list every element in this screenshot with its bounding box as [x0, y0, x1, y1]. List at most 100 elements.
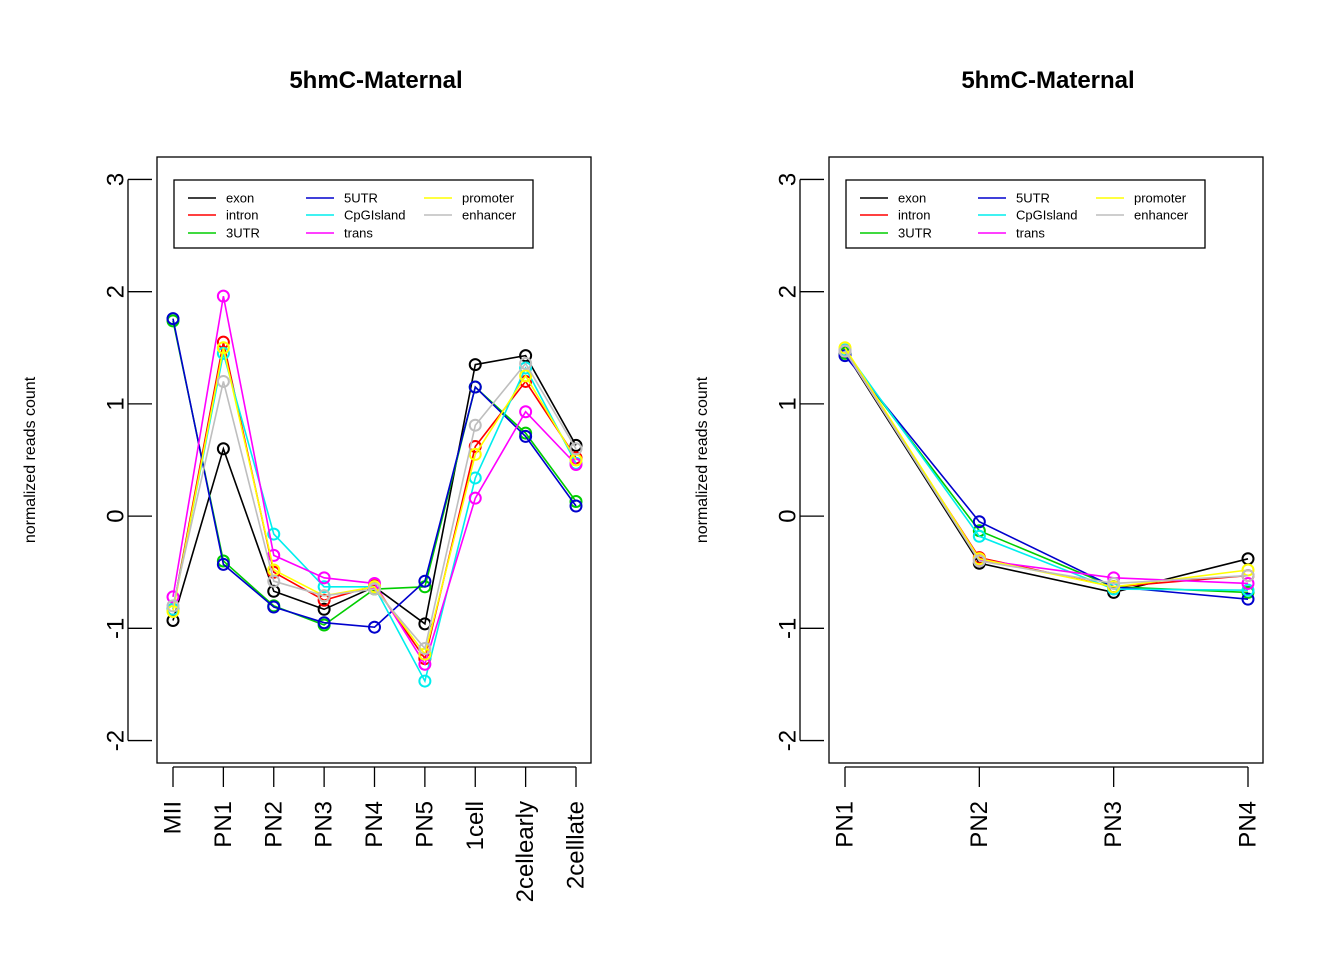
data-point	[1241, 576, 1255, 590]
chart-title: 5hmC-Maternal	[961, 67, 1134, 94]
data-point	[418, 574, 432, 588]
legend-label: promoter	[1134, 191, 1187, 206]
data-point	[519, 349, 533, 363]
y-tick-label: -2	[103, 730, 130, 751]
legend-label: exon	[226, 191, 254, 206]
plot-frame	[828, 156, 1264, 764]
legend-item-enhancer: enhancer	[424, 208, 517, 223]
series-5UTR	[166, 312, 583, 634]
data-point	[468, 358, 482, 372]
plot-area	[166, 289, 583, 688]
x-tick-label: PN5	[411, 801, 438, 848]
legend-box	[173, 179, 534, 249]
data-point	[317, 571, 331, 585]
legend-label: promoter	[462, 191, 515, 206]
data-point	[216, 341, 230, 355]
x-tick-label: MII	[160, 801, 187, 834]
data-point	[216, 442, 230, 456]
data-point	[368, 582, 381, 596]
series-line	[844, 350, 1249, 588]
series-line	[172, 296, 577, 667]
data-point	[267, 574, 281, 588]
data-point	[317, 616, 331, 630]
series-5UTR	[838, 349, 1255, 606]
legend-label: trans	[1016, 226, 1045, 241]
data-point	[216, 374, 230, 388]
legend-label: 3UTR	[226, 226, 260, 241]
legend-item-trans: trans	[978, 226, 1045, 241]
y-tick-label: 3	[103, 173, 130, 186]
legend-label: exon	[898, 191, 926, 206]
series-CpGIsland	[166, 346, 583, 688]
y-tick-label: -1	[103, 618, 130, 639]
data-point	[972, 554, 986, 568]
x-tick-label: PN3	[311, 801, 338, 848]
data-point	[569, 499, 583, 513]
y-axis: -2 -1 0 1 2 3	[103, 173, 152, 751]
plot-frame	[156, 156, 592, 764]
x-tick-label: PN4	[1235, 801, 1262, 848]
series-exon	[838, 345, 1255, 599]
data-point	[1241, 592, 1255, 606]
data-point	[1107, 576, 1121, 590]
series-3UTR	[838, 346, 1255, 599]
data-point	[468, 418, 482, 432]
series-line	[844, 347, 1249, 588]
data-point	[1241, 552, 1255, 566]
series-trans	[838, 344, 1255, 590]
data-point	[468, 447, 482, 461]
plot-area	[838, 341, 1255, 606]
legend-label: CpGIsland	[1016, 208, 1077, 223]
series-intron	[838, 344, 1255, 594]
series-enhancer	[166, 356, 583, 656]
data-point	[519, 405, 533, 419]
legend-label: intron	[226, 208, 259, 223]
y-tick-label: 0	[775, 509, 802, 522]
x-tick-label: 2celllate	[563, 801, 590, 889]
series-line	[844, 351, 1249, 594]
data-point	[368, 620, 381, 634]
legend: exon intron 3UTR 5UTR CpGIsland trans promoter…	[173, 179, 534, 249]
legend: exon intron 3UTR 5UTR CpGIsland trans promoter…	[845, 179, 1206, 249]
legend-item-intron: intron	[188, 208, 259, 223]
data-point	[972, 515, 986, 529]
legend-item-intron: intron	[860, 208, 931, 223]
data-point	[1241, 583, 1255, 597]
data-point	[569, 495, 583, 509]
data-point	[216, 289, 230, 303]
legend-label: 3UTR	[898, 226, 932, 241]
data-point	[166, 312, 180, 326]
data-point	[569, 442, 583, 456]
series-line	[844, 355, 1249, 600]
y-tick-label: 1	[103, 397, 130, 410]
x-tick-label: PN1	[210, 801, 237, 848]
data-point	[166, 599, 180, 613]
data-point	[317, 593, 331, 607]
series-line	[844, 352, 1249, 594]
data-point	[317, 589, 331, 603]
chart-panel-right: 5hmC-Maternal normalized reads count -2 -1 0…	[694, 67, 1264, 848]
data-point	[1241, 563, 1255, 577]
y-tick-label: 1	[775, 397, 802, 410]
data-point	[519, 429, 533, 443]
legend-label: CpGIsland	[344, 208, 405, 223]
series-enhancer	[838, 344, 1255, 590]
legend-label: intron	[898, 208, 931, 223]
data-point	[838, 344, 852, 358]
data-point	[317, 602, 331, 616]
data-point	[267, 548, 281, 562]
x-tick-label: 2cellearly	[512, 801, 539, 902]
y-tick-label: -1	[775, 618, 802, 639]
series-line	[172, 362, 577, 651]
y-axis-label: normalized reads count	[694, 376, 711, 543]
series-line	[172, 347, 577, 656]
data-point	[317, 580, 331, 594]
data-point	[468, 380, 482, 394]
y-tick-label: 2	[103, 285, 130, 298]
legend-box	[845, 179, 1206, 249]
data-point	[519, 356, 533, 370]
x-axis: PN1 PN2 PN3 PN4	[832, 766, 1262, 848]
legend-label: enhancer	[1134, 208, 1189, 223]
legend-item-trans: trans	[306, 226, 373, 241]
